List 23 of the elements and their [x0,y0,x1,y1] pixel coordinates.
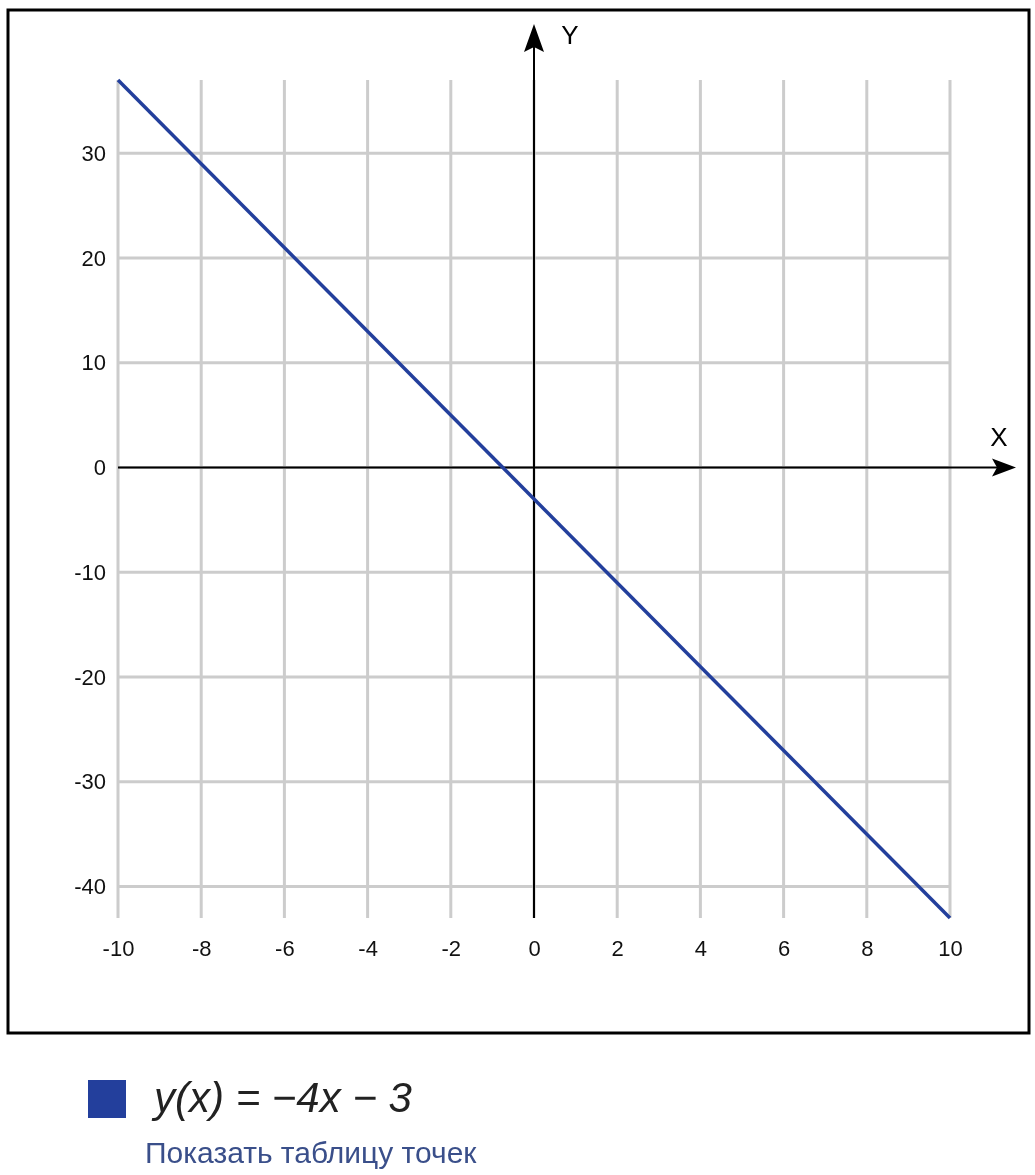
x-tick-label: 2 [611,935,624,961]
y-tick-label: 20 [81,245,106,271]
y-tick-label: -40 [74,874,106,900]
y-tick-label: 10 [81,350,106,376]
x-tick-label: -8 [191,935,212,961]
legend-label: y(x) = −4x − 3 [151,1074,412,1121]
x-tick-label: 10 [938,935,963,961]
x-tick-label: -10 [102,935,135,961]
x-tick-label: 0 [528,935,541,961]
x-tick-label: -4 [358,935,378,961]
x-axis-title: X [990,421,1008,452]
y-tick-label: -30 [74,769,106,795]
y-tick-label: -10 [74,559,106,585]
x-tick-label: -2 [441,935,462,961]
y-tick-label: 0 [93,455,106,481]
x-tick-label: 4 [694,935,708,961]
x-tick-label: 6 [777,935,791,961]
x-tick-label: -6 [275,935,295,961]
text: Показать таблицу точек [145,1136,478,1169]
y-tick-label: 30 [81,140,106,166]
y-axis-title: Y [561,20,579,50]
x-tick-label: 8 [861,935,874,961]
y-tick-label: -20 [74,664,106,690]
